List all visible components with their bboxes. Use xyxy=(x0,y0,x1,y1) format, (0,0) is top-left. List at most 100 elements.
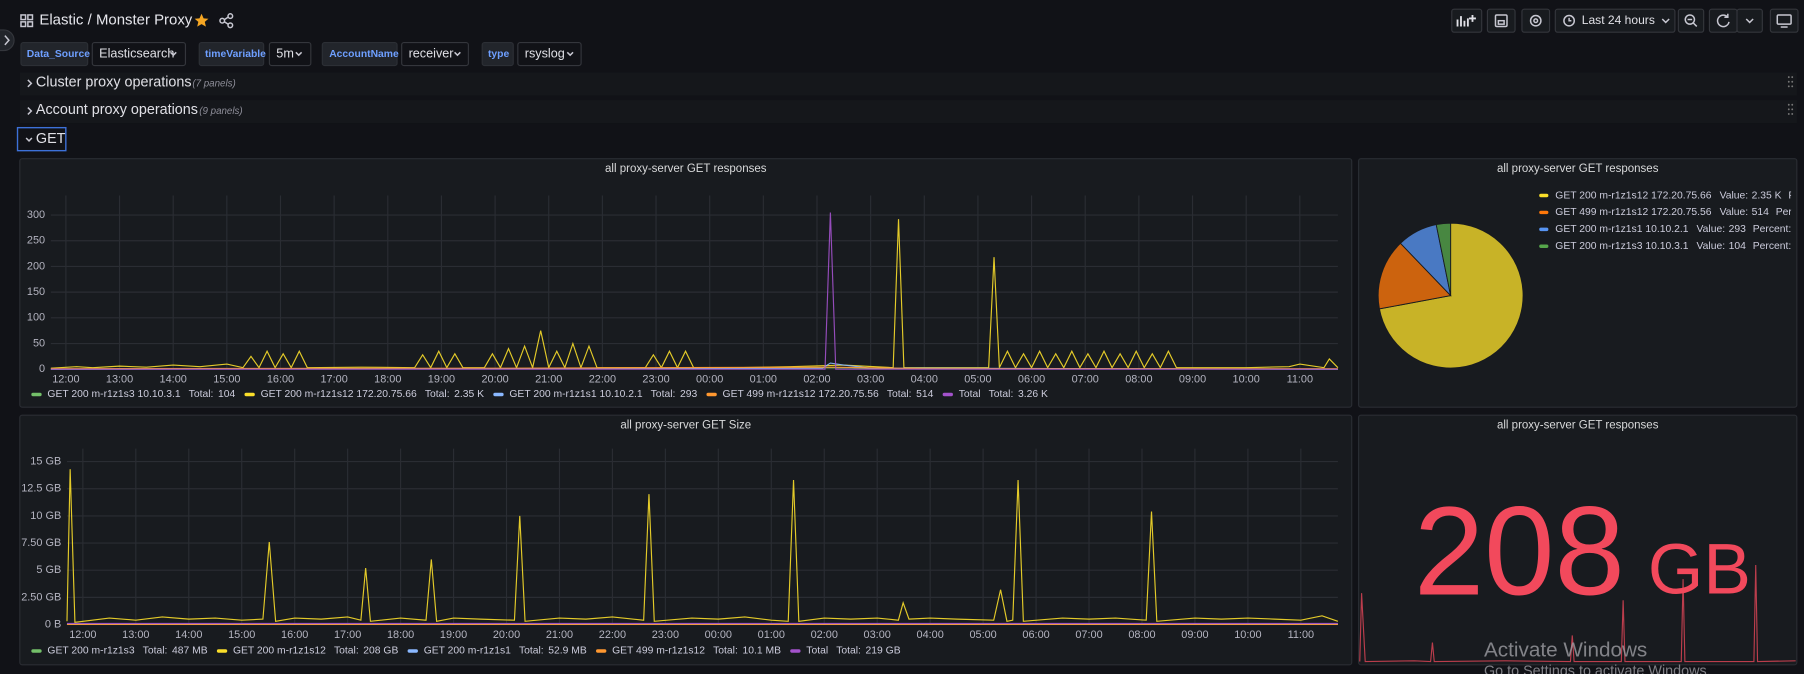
zoom-out-button[interactable] xyxy=(1677,8,1705,33)
legend-calc-label: Total: xyxy=(887,389,912,400)
x-tick-label: 03:00 xyxy=(864,629,891,641)
legend-label: GET 200 m-r1z1s3 10.10.3.1 xyxy=(47,389,180,400)
x-tick-label: 12:00 xyxy=(52,373,79,385)
x-tick-label: 13:00 xyxy=(122,629,149,641)
x-tick-label: 21:00 xyxy=(546,629,573,641)
legend-label: GET 200 m-r1z1s1 10.10.2.1 xyxy=(509,389,642,400)
x-tick-label: 04:00 xyxy=(911,373,938,385)
legend-total: 2.35 K xyxy=(454,389,484,400)
legend-total: 52.9 MB xyxy=(548,646,587,657)
variable-value[interactable]: 5m xyxy=(276,46,294,60)
folder-title[interactable]: Elastic xyxy=(39,12,84,29)
refresh-button[interactable] xyxy=(1708,8,1738,33)
legend-swatch xyxy=(216,649,228,653)
variable-label-box xyxy=(481,41,514,67)
series-line xyxy=(50,219,1339,370)
variables: Data_Source Elasticsearch timeVariable 5… xyxy=(20,41,582,67)
settings-button[interactable] xyxy=(1521,8,1551,33)
refresh-interval[interactable] xyxy=(1736,8,1763,33)
legend-swatch xyxy=(407,649,418,653)
variable-value[interactable]: Elasticsearch xyxy=(99,46,174,60)
x-tick-label: 07:00 xyxy=(1075,629,1102,641)
x-tick-label: 02:00 xyxy=(811,629,838,641)
x-tick-label: 08:00 xyxy=(1125,373,1152,385)
pie-legend: GET 200 m-r1z1s12 172.20.75.66 Value: 2.35… xyxy=(1539,190,1791,252)
legend-calc-label: Total: xyxy=(519,646,544,657)
legend-total: 487 MB xyxy=(172,646,208,657)
y-tick-label: 5 GB xyxy=(36,564,61,576)
variable-label-box xyxy=(321,41,398,67)
legend-value: 293 xyxy=(1729,224,1747,235)
tv-mode-button[interactable] xyxy=(1769,8,1799,33)
row-title[interactable]: Account proxy operations xyxy=(36,102,198,118)
watermark-title: Activate Windows xyxy=(1484,638,1647,661)
legend-label: GET 200 m-r1z1s3 10.10.3.1 xyxy=(1555,241,1688,252)
favorite-star[interactable] xyxy=(194,13,209,27)
x-tick-label: 07:00 xyxy=(1072,373,1099,385)
panel-frame xyxy=(1358,414,1798,666)
legend-value-prefix: Value: xyxy=(1697,224,1726,235)
x-tick-label: 12:00 xyxy=(69,629,96,641)
legend-value-prefix: Value: xyxy=(1720,190,1749,201)
panel-frame xyxy=(19,158,1353,408)
variable-select[interactable] xyxy=(517,41,582,67)
y-tick-label: 0 xyxy=(39,363,45,375)
x-tick-label: 00:00 xyxy=(696,373,723,385)
y-tick-label: 0 B xyxy=(45,618,61,630)
time-range[interactable]: Last 24 hours xyxy=(1582,13,1655,27)
row-title[interactable]: Cluster proxy operations xyxy=(36,75,192,91)
x-tick-label: 02:00 xyxy=(803,373,830,385)
legend-swatch xyxy=(1539,244,1549,248)
legend-label: GET 499 m-r1z1s12 172.20.75.56 xyxy=(723,389,879,400)
row-title[interactable]: GET xyxy=(36,131,66,147)
x-tick-label: 03:00 xyxy=(857,373,884,385)
row-bar[interactable] xyxy=(19,100,1797,124)
legend-label: GET 499 m-r1z1s12 xyxy=(612,646,705,657)
drag-handle[interactable] xyxy=(1787,76,1794,88)
legend-swatch xyxy=(493,392,504,397)
legend-swatch xyxy=(1539,227,1549,232)
variable-label: AccountName xyxy=(329,49,399,60)
row-focus[interactable] xyxy=(16,126,67,152)
sidebar-toggle[interactable] xyxy=(0,29,15,52)
legend-total: 219 GB xyxy=(866,646,901,657)
x-tick-label: 18:00 xyxy=(374,373,401,385)
x-tick-label: 18:00 xyxy=(387,629,414,641)
share-icon[interactable] xyxy=(219,13,234,29)
panel: all proxy-server GET Size 0 B 2.50 GB 5 GB 7… xyxy=(19,414,1353,666)
variable-select[interactable] xyxy=(401,41,469,67)
variable-label: Data_Source xyxy=(27,49,90,60)
legend-calc-label: Total: xyxy=(989,389,1014,400)
legend-swatch xyxy=(596,649,607,653)
save-button[interactable] xyxy=(1486,8,1516,33)
x-tick-label: 06:00 xyxy=(1022,629,1049,641)
variable-value[interactable]: receiver xyxy=(409,46,454,60)
legend-label: GET 200 m-r1z1s12 172.20.75.66 xyxy=(1555,190,1711,201)
add-panel-button[interactable] xyxy=(1451,8,1483,33)
legend-label: GET 200 m-r1z1s1 xyxy=(424,646,511,657)
apps-icon[interactable] xyxy=(20,14,34,28)
x-tick-label: 19:00 xyxy=(440,629,467,641)
y-tick-label: 150 xyxy=(27,286,45,298)
x-tick-label: 13:00 xyxy=(106,373,133,385)
y-tick-label: 2.50 GB xyxy=(21,591,61,603)
panel-title: all proxy-server GET responses xyxy=(605,163,767,175)
variable-select[interactable] xyxy=(268,41,312,67)
legend-value: 104 xyxy=(1729,241,1747,252)
y-tick-label: 50 xyxy=(33,337,45,349)
legend-swatch xyxy=(1539,193,1549,198)
x-tick-label: 11:00 xyxy=(1288,629,1314,641)
legend-total: 3.26 K xyxy=(1018,389,1048,400)
dashboard-title[interactable]: / Monster Proxy xyxy=(88,12,193,29)
x-tick-label: 22:00 xyxy=(599,629,626,641)
row-bar[interactable] xyxy=(19,72,1797,96)
x-tick-label: 01:00 xyxy=(758,629,785,641)
legend-calc-label: Total: xyxy=(836,646,861,657)
variable-select[interactable] xyxy=(91,41,187,67)
time-picker[interactable] xyxy=(1554,8,1676,33)
drag-handle[interactable] xyxy=(1787,103,1794,115)
variable-label: timeVariable xyxy=(205,49,266,60)
variable-value[interactable]: rsyslog xyxy=(525,46,565,60)
